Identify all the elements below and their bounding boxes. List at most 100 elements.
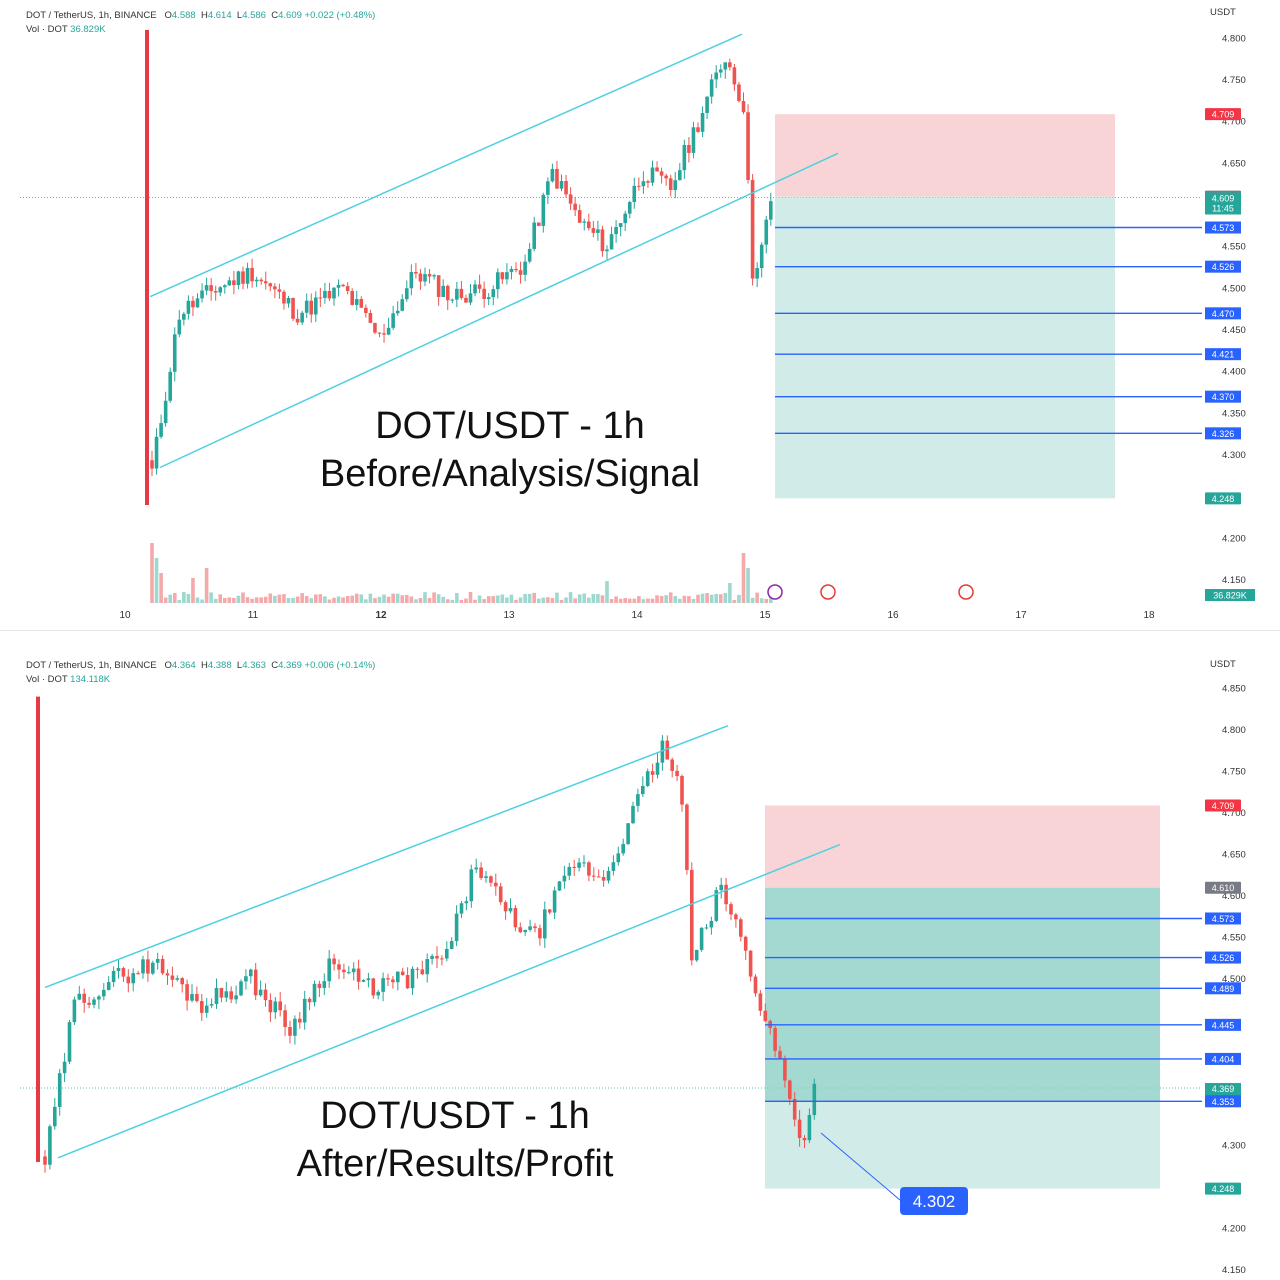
chart-canvas-before[interactable]: 4.800 4.750 4.700 4.650 4.550 4.500 4.450 4.400… — [0, 0, 1280, 630]
volume-bar — [441, 596, 445, 603]
candle-body — [146, 959, 150, 974]
candle-body — [351, 968, 356, 973]
candle-body — [680, 776, 684, 805]
volume-bar — [427, 598, 432, 603]
candle-body — [386, 327, 391, 335]
volume-bar — [432, 592, 436, 603]
candle-body — [464, 297, 468, 303]
candle-body — [568, 194, 573, 204]
ohlc-close: C4.609 — [268, 10, 302, 21]
candle-body — [253, 969, 258, 996]
target-badge-bg — [1205, 427, 1241, 440]
candle-body — [72, 999, 77, 1023]
candle-body — [699, 927, 704, 950]
volume-bar — [482, 599, 486, 603]
candle-body — [312, 983, 317, 1003]
volume-bar — [623, 597, 627, 603]
candle-body — [812, 1083, 817, 1116]
volume-bar — [532, 592, 536, 603]
candle-body — [391, 313, 395, 328]
candle-body — [709, 79, 714, 97]
candle-body — [543, 909, 547, 939]
candle-body — [239, 981, 243, 996]
volume-bar — [559, 599, 564, 603]
candle-body — [160, 958, 165, 974]
candle-body — [682, 144, 687, 171]
symbol-label: DOT / TetherUS, 1h, BINANCE — [26, 10, 157, 21]
candle-body — [423, 274, 427, 282]
candle-body — [234, 995, 238, 1000]
candle-body — [670, 759, 674, 771]
channel-upper-line — [149, 33, 743, 298]
candle-body — [687, 144, 691, 153]
date-axis-label: 17 — [1015, 610, 1027, 621]
candle-body — [788, 1080, 792, 1099]
candle-body — [82, 993, 86, 1003]
chart-canvas-after[interactable]: 4.850 4.800 4.750 4.700 4.650 4.600 4.550 4.500… — [0, 650, 1280, 1280]
volume-bar — [318, 594, 323, 603]
candle-body — [111, 970, 116, 983]
volume-bar — [250, 598, 254, 603]
candle-body — [395, 310, 400, 314]
volume-bar — [755, 592, 759, 603]
candle-body — [773, 1028, 777, 1051]
date-axis-label: 18 — [1143, 610, 1155, 621]
candle-body — [734, 914, 738, 920]
date-axis-label: 11 — [248, 610, 259, 621]
price-scale-label: 4.750 — [1222, 75, 1246, 86]
volume-bar — [691, 599, 696, 603]
entry-badge-bg — [1205, 881, 1241, 894]
candle-body — [102, 989, 106, 997]
ohlc-close: C4.369 — [268, 660, 302, 671]
volume-bar — [568, 592, 573, 603]
volume-bar — [764, 598, 769, 603]
candle-body — [209, 1004, 214, 1006]
volume-bar — [213, 598, 218, 603]
last-price-badge: 4.369 — [1212, 1084, 1235, 1094]
candle-body — [213, 291, 218, 293]
volume-bar — [345, 596, 350, 603]
spike-candle — [36, 696, 40, 1162]
candle-body — [373, 322, 377, 333]
target-badge: 4.404 — [1212, 1054, 1235, 1064]
candle-body — [632, 185, 637, 203]
candle-body — [614, 227, 618, 235]
candle-body — [175, 978, 180, 980]
volume-bar — [687, 596, 691, 603]
symbol-header: DOT / TetherUS, 1h, BINANCE O4.588 H4.61… — [26, 10, 375, 21]
candle-body — [106, 982, 111, 990]
spike-candle — [145, 30, 149, 505]
volume-bar — [718, 594, 723, 603]
candle-body — [323, 290, 327, 298]
volume-bar — [455, 593, 459, 603]
target-badge: 4.421 — [1212, 350, 1235, 360]
candle-body — [381, 978, 385, 992]
candle-body — [514, 268, 518, 271]
candle-body — [591, 228, 596, 233]
candle-body — [562, 875, 567, 882]
candle-body — [155, 958, 160, 963]
candle-body — [587, 221, 591, 229]
candle-body — [532, 222, 536, 249]
target-badge-bg — [1205, 221, 1241, 234]
candle-body — [641, 785, 645, 795]
candle-body — [232, 280, 236, 286]
candle-body — [377, 332, 382, 334]
candle-body — [783, 1058, 787, 1081]
volume-bar — [564, 597, 568, 603]
stop-loss-badge: 4.709 — [1212, 801, 1235, 811]
volume-bar — [245, 597, 250, 603]
volume-header: Vol · DOT 36.829K — [26, 24, 106, 35]
candle-body — [518, 270, 523, 275]
volume-bar — [200, 599, 204, 603]
volume-bar — [646, 598, 650, 603]
target-badge: 4.326 — [1212, 429, 1235, 439]
price-scale-label: 4.200 — [1222, 1223, 1246, 1234]
candle-body — [427, 274, 432, 277]
candle-body — [496, 272, 500, 290]
candle-body — [92, 999, 96, 1005]
reached-profit-zone — [765, 887, 1160, 1102]
candle-body — [190, 994, 194, 1001]
candle-body — [592, 875, 596, 877]
final-target-badge: 4.248 — [1212, 1184, 1235, 1194]
